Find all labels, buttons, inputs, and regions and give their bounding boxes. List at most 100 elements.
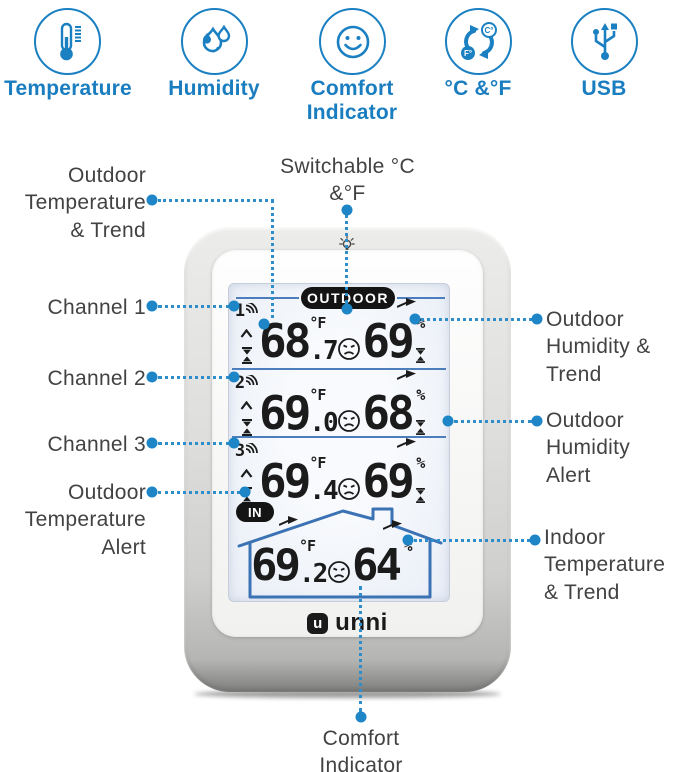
temp-decimal: .4	[309, 475, 338, 506]
leader-dot	[341, 303, 353, 315]
thermometer-icon	[34, 8, 101, 75]
signal-waves-icon	[245, 303, 259, 314]
comfort-face-icon	[338, 478, 361, 500]
feature-label-temperature: Temperature	[4, 77, 132, 100]
feature-label-usb: USB	[581, 77, 627, 100]
leader-dot	[402, 534, 414, 546]
leader-outdoor-temp-alert	[158, 491, 240, 494]
lcd-screen: OUTDOOR 1	[228, 283, 450, 602]
leader-outdoor-humidity-trend	[421, 318, 532, 321]
leader-dot	[228, 300, 240, 312]
leader-channel-3	[158, 442, 230, 445]
indoor-humidity-trend-right-icon	[383, 520, 402, 530]
outdoor-humidity-value: 69	[362, 314, 414, 369]
comfort-face-icon	[338, 410, 361, 432]
brand-logo: u unni	[212, 609, 483, 637]
humidity-trend-right-icon	[397, 370, 416, 380]
leader-dot	[146, 371, 158, 383]
celsius-fahrenheit-switch-icon: C° F°	[445, 8, 512, 75]
leader-dot	[258, 318, 270, 330]
leader-dot	[341, 204, 353, 216]
leader-outdoor-humidity-alert	[454, 420, 532, 423]
outdoor-humidity-value: 69	[362, 454, 414, 509]
leader-dot	[529, 534, 541, 546]
leader-dot	[531, 313, 543, 325]
callout-outdoor-humidity-trend: Outdoor Humidity & Trend	[546, 308, 651, 386]
leader-dot	[146, 194, 158, 206]
cf-icon-f-label: F°	[463, 49, 471, 58]
outdoor-humidity-value: 68	[362, 386, 414, 441]
channel-2-signal: 2	[234, 373, 259, 393]
leader-switchable	[345, 214, 348, 304]
leader-dot	[146, 300, 158, 312]
leader-dot	[239, 486, 251, 498]
humidity-unit: %	[416, 454, 425, 472]
comfort-face-icon	[328, 561, 350, 583]
temp-trend-up-icon	[240, 469, 253, 478]
outdoor-temperature-value: 69	[259, 386, 311, 441]
indoor-section-badge: IN	[236, 502, 274, 522]
channel-number: 1	[234, 301, 246, 321]
signal-waves-icon	[245, 443, 259, 454]
cf-cycle-icon-glyph: C° F°	[460, 21, 497, 60]
temp-unit: °F	[298, 537, 316, 555]
callout-switchable-c-f: Switchable °C &°F	[280, 155, 415, 206]
channel-2-status-column: 2	[234, 375, 259, 436]
humidity-trend-right-icon	[397, 438, 416, 448]
callout-comfort-indicator: Comfort Indicator	[319, 727, 403, 772]
callout-indoor-temp-trend: Indoor Temperature & Trend	[544, 526, 666, 604]
channel-1-row: 1 68 °F .7	[234, 298, 445, 369]
leader-channel-2	[158, 376, 230, 379]
leader-dot	[228, 437, 240, 449]
indoor-temp-trend-right-icon	[279, 516, 298, 526]
temp-alert-icon	[241, 419, 252, 436]
channel-3-row: 3 69 °F .4	[234, 438, 445, 509]
indoor-row: 69 °F .2 64 %	[251, 516, 437, 592]
humidity-unit-and-alert: %	[413, 316, 428, 363]
humidity-unit: %	[416, 314, 425, 332]
brand-badge-icon: u	[307, 612, 329, 634]
callout-outdoor-humidity-alert: Outdoor Humidity Alert	[546, 409, 631, 487]
row-separator	[232, 368, 446, 370]
leader-channel-1	[158, 305, 230, 308]
humidity-unit: %	[416, 386, 425, 404]
feature-label-c-and-f: °C &°F	[444, 77, 512, 100]
temp-alert-icon	[241, 347, 252, 364]
temp-decimal: .0	[309, 407, 338, 438]
callout-channel-1: Channel 1	[47, 296, 146, 319]
humidity-alert-icon	[415, 488, 425, 503]
leader-dot	[409, 313, 421, 325]
feature-label-comfort-indicator: Comfort Indicator	[306, 77, 398, 125]
humidity-unit-and-alert: %	[413, 388, 428, 435]
channel-2-row: 2 69 °F .0	[234, 370, 445, 441]
temp-unit: °F	[309, 386, 326, 404]
temp-unit: °F	[309, 314, 326, 332]
humidity-icon-glyph	[202, 24, 230, 52]
leader-indoor-temp-trend	[414, 539, 530, 542]
comfort-face-icon	[338, 338, 361, 360]
header-line-right	[397, 297, 445, 299]
signal-waves-icon	[245, 375, 259, 386]
leader-comfort-indicator	[359, 586, 362, 712]
humidity-alert-icon	[415, 420, 425, 435]
callout-channel-3: Channel 3	[47, 433, 146, 456]
humidity-icon	[181, 8, 248, 75]
leader-dot	[531, 415, 543, 427]
channel-3-signal: 3	[235, 443, 259, 460]
channel-number: 2	[234, 373, 246, 393]
leader-dot	[146, 437, 158, 449]
leader-outdoor-temp-trend	[158, 199, 274, 202]
humidity-unit: %	[400, 539, 415, 586]
smiley-icon-glyph	[336, 25, 369, 58]
temp-decimal: .2	[298, 558, 328, 589]
leader-dot	[355, 711, 367, 723]
channel-1-signal: 1	[234, 301, 259, 321]
leader-outdoor-temp-trend-v	[271, 200, 274, 318]
row-separator	[232, 436, 446, 438]
header-line-left	[236, 297, 299, 299]
temp-trend-up-icon	[240, 401, 253, 410]
humidity-unit-and-alert: %	[413, 456, 428, 503]
temp-trend-up-icon	[240, 329, 253, 338]
indoor-humidity-value: 64	[351, 540, 402, 592]
outdoor-temperature-value: 69	[259, 454, 311, 509]
